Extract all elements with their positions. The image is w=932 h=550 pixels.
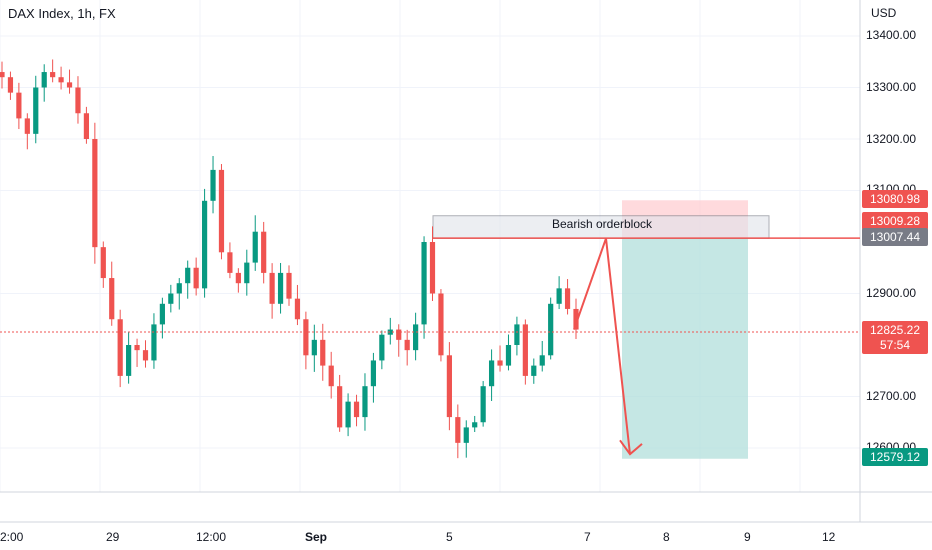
candle-body [201, 200, 208, 289]
symbol-title[interactable]: DAX Index, 1h, FX [8, 6, 116, 21]
candle-body [100, 247, 106, 279]
candle-body [33, 87, 39, 134]
price-tick: 13400.00 [866, 28, 917, 42]
candle-body [320, 339, 326, 366]
candle-body [168, 293, 174, 304]
candle-body [235, 272, 241, 284]
candle-body [227, 252, 233, 273]
candle-body [413, 324, 419, 351]
entry-price-tag: 13007.44 [862, 228, 928, 246]
candle-body [531, 365, 537, 376]
candle-body [66, 82, 73, 88]
candle-body [497, 360, 503, 366]
candle-body [311, 339, 317, 356]
currency-label: USD [871, 6, 897, 20]
candle-body [387, 329, 393, 335]
candle-body [548, 303, 554, 356]
price-tick: 12700.00 [866, 389, 917, 403]
candle-body [421, 242, 427, 325]
candle-body [218, 169, 225, 253]
candle-body [294, 298, 301, 320]
time-tick: 12 [822, 530, 836, 544]
candle-body [41, 72, 47, 88]
candle-body [396, 329, 402, 340]
bar-countdown: 57:54 [862, 336, 928, 354]
candle-body [522, 324, 528, 376]
candle-body [463, 427, 469, 443]
orderblock-label: Bearish orderblock [551, 217, 653, 231]
candle-body [446, 355, 452, 418]
candle-body [286, 272, 292, 299]
time-tick: 7 [584, 530, 591, 544]
candle-body [176, 283, 182, 294]
candle-body [24, 118, 30, 134]
candle-body [455, 417, 461, 443]
candle-body [261, 231, 267, 273]
time-tick: 29 [106, 530, 120, 544]
take-profit-zone [622, 238, 748, 459]
time-tick: 12:00 [196, 530, 227, 544]
time-tick: 2:00 [0, 530, 24, 544]
candle-body [117, 319, 123, 376]
candle-body [404, 339, 410, 351]
candle-body [480, 386, 486, 423]
candle-body [142, 350, 149, 361]
price-tick: 12900.00 [866, 286, 917, 300]
candle-body [109, 278, 115, 320]
candle-body [539, 355, 545, 366]
stop-price-tag: 13080.98 [862, 190, 928, 208]
candle-body [505, 345, 512, 366]
candle-body [303, 319, 309, 356]
candle-body [370, 360, 377, 387]
time-tick: 8 [663, 530, 670, 544]
candle-body [488, 360, 495, 387]
last-price-tag: 12825.22 [862, 321, 928, 339]
candle-body [337, 386, 343, 428]
candle-body [134, 345, 140, 351]
candle-body [564, 288, 571, 309]
candle-body [328, 365, 334, 387]
candle-body [429, 242, 436, 294]
candle-body [472, 422, 478, 428]
candle-body [244, 262, 250, 284]
price-tick: 13300.00 [866, 80, 917, 94]
candle-body [210, 169, 216, 201]
candle-body [514, 324, 520, 345]
candle-body [277, 272, 284, 304]
projection-arrowhead [619, 439, 643, 456]
time-tick: Sep [305, 530, 328, 544]
price-tick: 13200.00 [866, 132, 917, 146]
candle-body [269, 272, 275, 304]
candle-body [126, 345, 132, 376]
time-tick: 9 [744, 530, 751, 544]
candle-body [185, 267, 191, 284]
candle-body [50, 72, 56, 78]
candle-body [252, 231, 258, 263]
candle-body [556, 288, 562, 304]
candle-body [573, 308, 579, 330]
candle-body [151, 324, 157, 361]
candle-body [159, 303, 165, 325]
candle-body [353, 401, 360, 418]
orderblock-price-tag: 13009.28 [862, 212, 928, 230]
candle-body [345, 401, 351, 428]
time-tick: 5 [446, 530, 453, 544]
candle-body [7, 77, 14, 93]
candle-body [16, 92, 22, 119]
candle-body [58, 77, 64, 83]
target-price-tag: 12579.12 [862, 448, 928, 466]
candle-body [193, 267, 199, 289]
candle-body [83, 113, 90, 139]
candle-body [379, 334, 385, 361]
candle-body [438, 293, 444, 356]
candle-body [75, 87, 81, 114]
candle-body [0, 72, 5, 78]
candle-body [362, 386, 368, 418]
projection-path [573, 238, 631, 455]
candle-body [92, 139, 98, 248]
